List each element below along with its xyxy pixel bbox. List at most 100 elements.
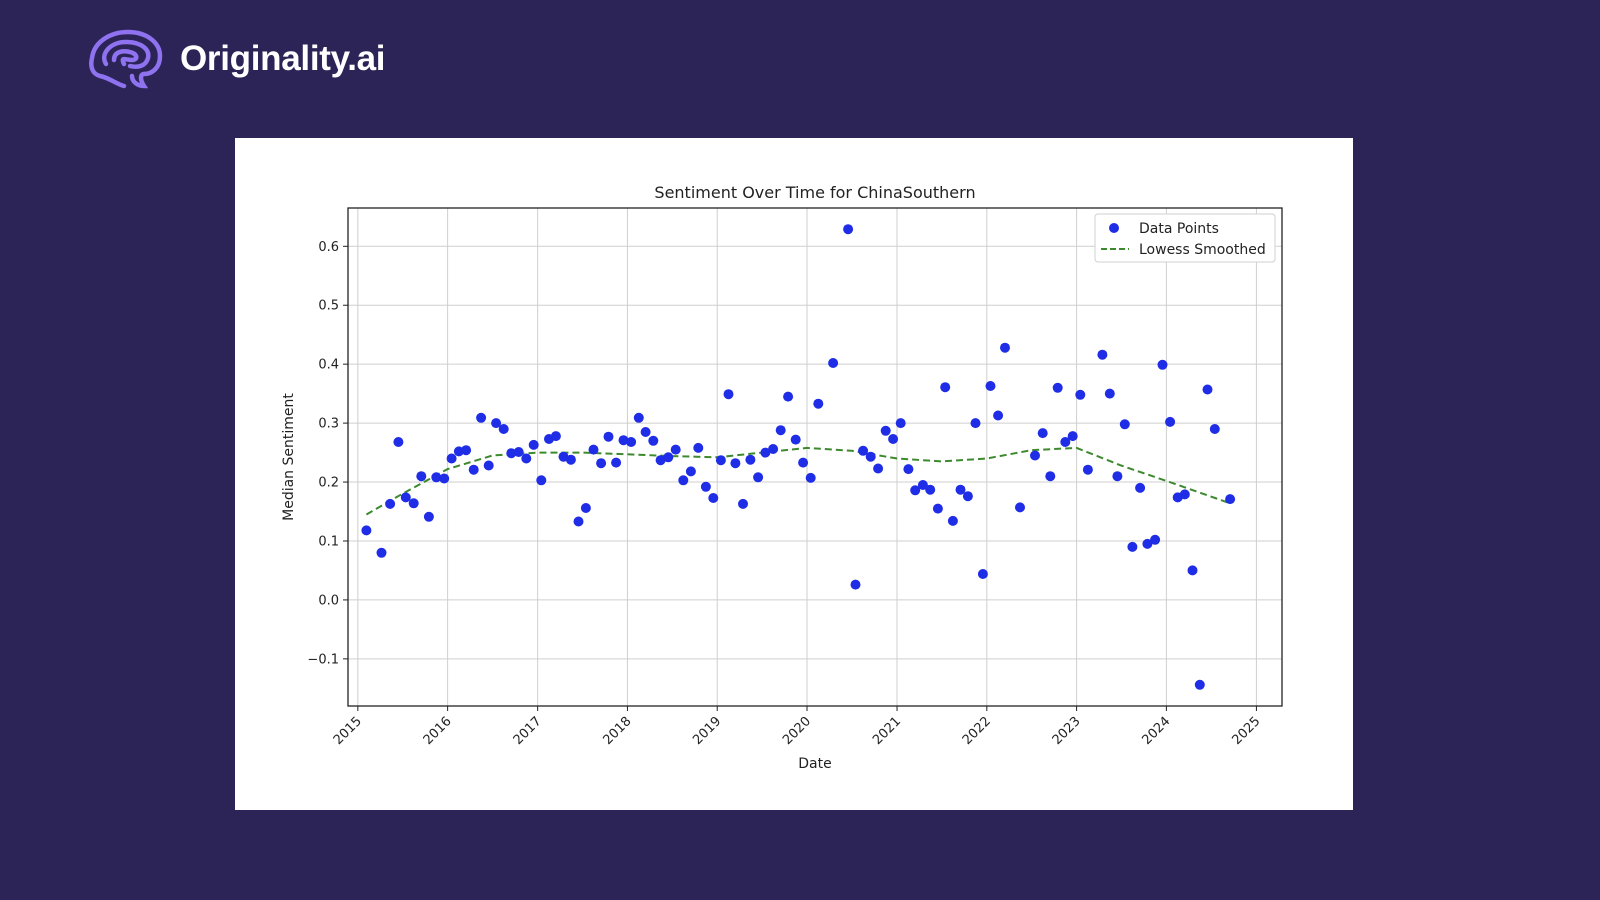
data-point: [708, 493, 719, 503]
y-tick-label: −0.1: [307, 652, 339, 667]
data-point: [917, 480, 928, 490]
data-point: [1045, 471, 1056, 482]
data-point: [385, 498, 396, 509]
data-point: [1082, 464, 1093, 475]
y-tick-label: 0.0: [318, 593, 339, 608]
x-tick-label: 2024: [1139, 714, 1173, 748]
data-point: [1060, 437, 1071, 447]
data-point: [1015, 502, 1025, 513]
data-point: [468, 464, 479, 475]
data-point: [1225, 494, 1236, 505]
data-point: [1037, 428, 1048, 439]
data-point: [850, 579, 861, 590]
data-point: [895, 418, 906, 429]
data-point: [423, 511, 434, 522]
data-point: [655, 455, 666, 466]
data-point: [1187, 565, 1198, 576]
data-point: [1127, 541, 1138, 552]
legend-label-data-points: Data Points: [1139, 221, 1219, 237]
data-point: [588, 444, 599, 455]
data-point: [361, 525, 372, 536]
data-point: [1179, 489, 1190, 500]
data-point: [955, 484, 966, 495]
data-point: [528, 439, 539, 450]
data-point: [640, 427, 651, 437]
data-point: [408, 498, 419, 509]
data-point: [723, 389, 734, 400]
data-point: [446, 453, 457, 464]
scatter-chart: 2015 2016 2017 2018 2019 2020 2021 2022 2023 2024…: [281, 183, 1283, 772]
data-point: [498, 424, 509, 434]
data-point: [1135, 482, 1146, 493]
x-axis-label: Date: [798, 756, 831, 772]
y-tick-label: 0.6: [318, 240, 339, 255]
data-point: [947, 515, 958, 526]
x-tick-label: 2020: [780, 714, 814, 748]
data-point: [828, 358, 839, 368]
data-point: [910, 485, 921, 496]
y-tick-label: 0.1: [318, 534, 339, 549]
data-point: [1104, 388, 1115, 399]
data-point: [715, 455, 726, 466]
data-point: [745, 454, 756, 465]
brain-swirl-icon: [89, 29, 163, 89]
data-point: [693, 442, 704, 453]
data-point: [1097, 349, 1108, 360]
data-point: [633, 412, 644, 423]
data-point: [491, 418, 502, 429]
data-point: [521, 453, 532, 464]
data-point: [903, 464, 914, 475]
x-tick-label: 2021: [870, 714, 904, 748]
data-point: [760, 447, 771, 458]
data-point: [626, 437, 637, 447]
data-point: [783, 391, 794, 402]
data-point: [888, 434, 899, 444]
data-point: [985, 381, 996, 391]
data-point: [1119, 419, 1130, 430]
data-point: [865, 451, 876, 462]
grid: [348, 208, 1282, 706]
axis-ticks: 2015 2016 2017 2018 2019 2020 2021 2022 2023 2024…: [307, 240, 1263, 748]
y-tick-label: 0.4: [318, 358, 339, 373]
data-point: [596, 458, 607, 469]
data-point: [1052, 382, 1063, 393]
data-marks: [361, 224, 1236, 690]
data-point: [1150, 534, 1161, 545]
data-point: [663, 452, 674, 463]
data-point: [700, 481, 711, 492]
x-tick-label: 2017: [511, 714, 545, 748]
y-tick-label: 0.2: [318, 476, 339, 491]
data-point: [376, 547, 387, 558]
plot-frame: [347, 207, 1283, 707]
data-point: [925, 484, 936, 495]
data-point: [790, 434, 801, 445]
data-point: [962, 491, 973, 502]
data-point: [738, 498, 748, 509]
data-point: [993, 410, 1004, 421]
brand: Originality.ai: [88, 28, 386, 90]
data-point: [400, 492, 411, 503]
legend-box: [1094, 213, 1276, 263]
data-point: [648, 435, 659, 446]
chart-panel: 2015 2016 2017 2018 2019 2020 2021 2022 2023 2024…: [235, 138, 1353, 810]
data-point: [1030, 450, 1040, 461]
data-point: [580, 503, 591, 513]
data-point: [1000, 342, 1010, 353]
data-point: [550, 431, 561, 442]
data-point: [1157, 359, 1168, 370]
data-point: [1142, 538, 1153, 549]
data-point: [970, 418, 981, 429]
data-point: [670, 444, 681, 455]
x-tick-label: 2023: [1050, 714, 1084, 748]
data-point: [730, 458, 741, 469]
y-tick-label: 0.3: [318, 417, 339, 432]
data-point: [1112, 471, 1123, 482]
legend-label-lowess: Lowess Smoothed: [1139, 242, 1266, 258]
data-point: [573, 516, 584, 527]
data-point: [977, 569, 988, 579]
data-point: [611, 457, 622, 468]
data-point: [1202, 384, 1213, 395]
data-point: [940, 382, 951, 393]
x-tick-label: 2015: [331, 714, 365, 748]
data-point: [476, 412, 487, 423]
